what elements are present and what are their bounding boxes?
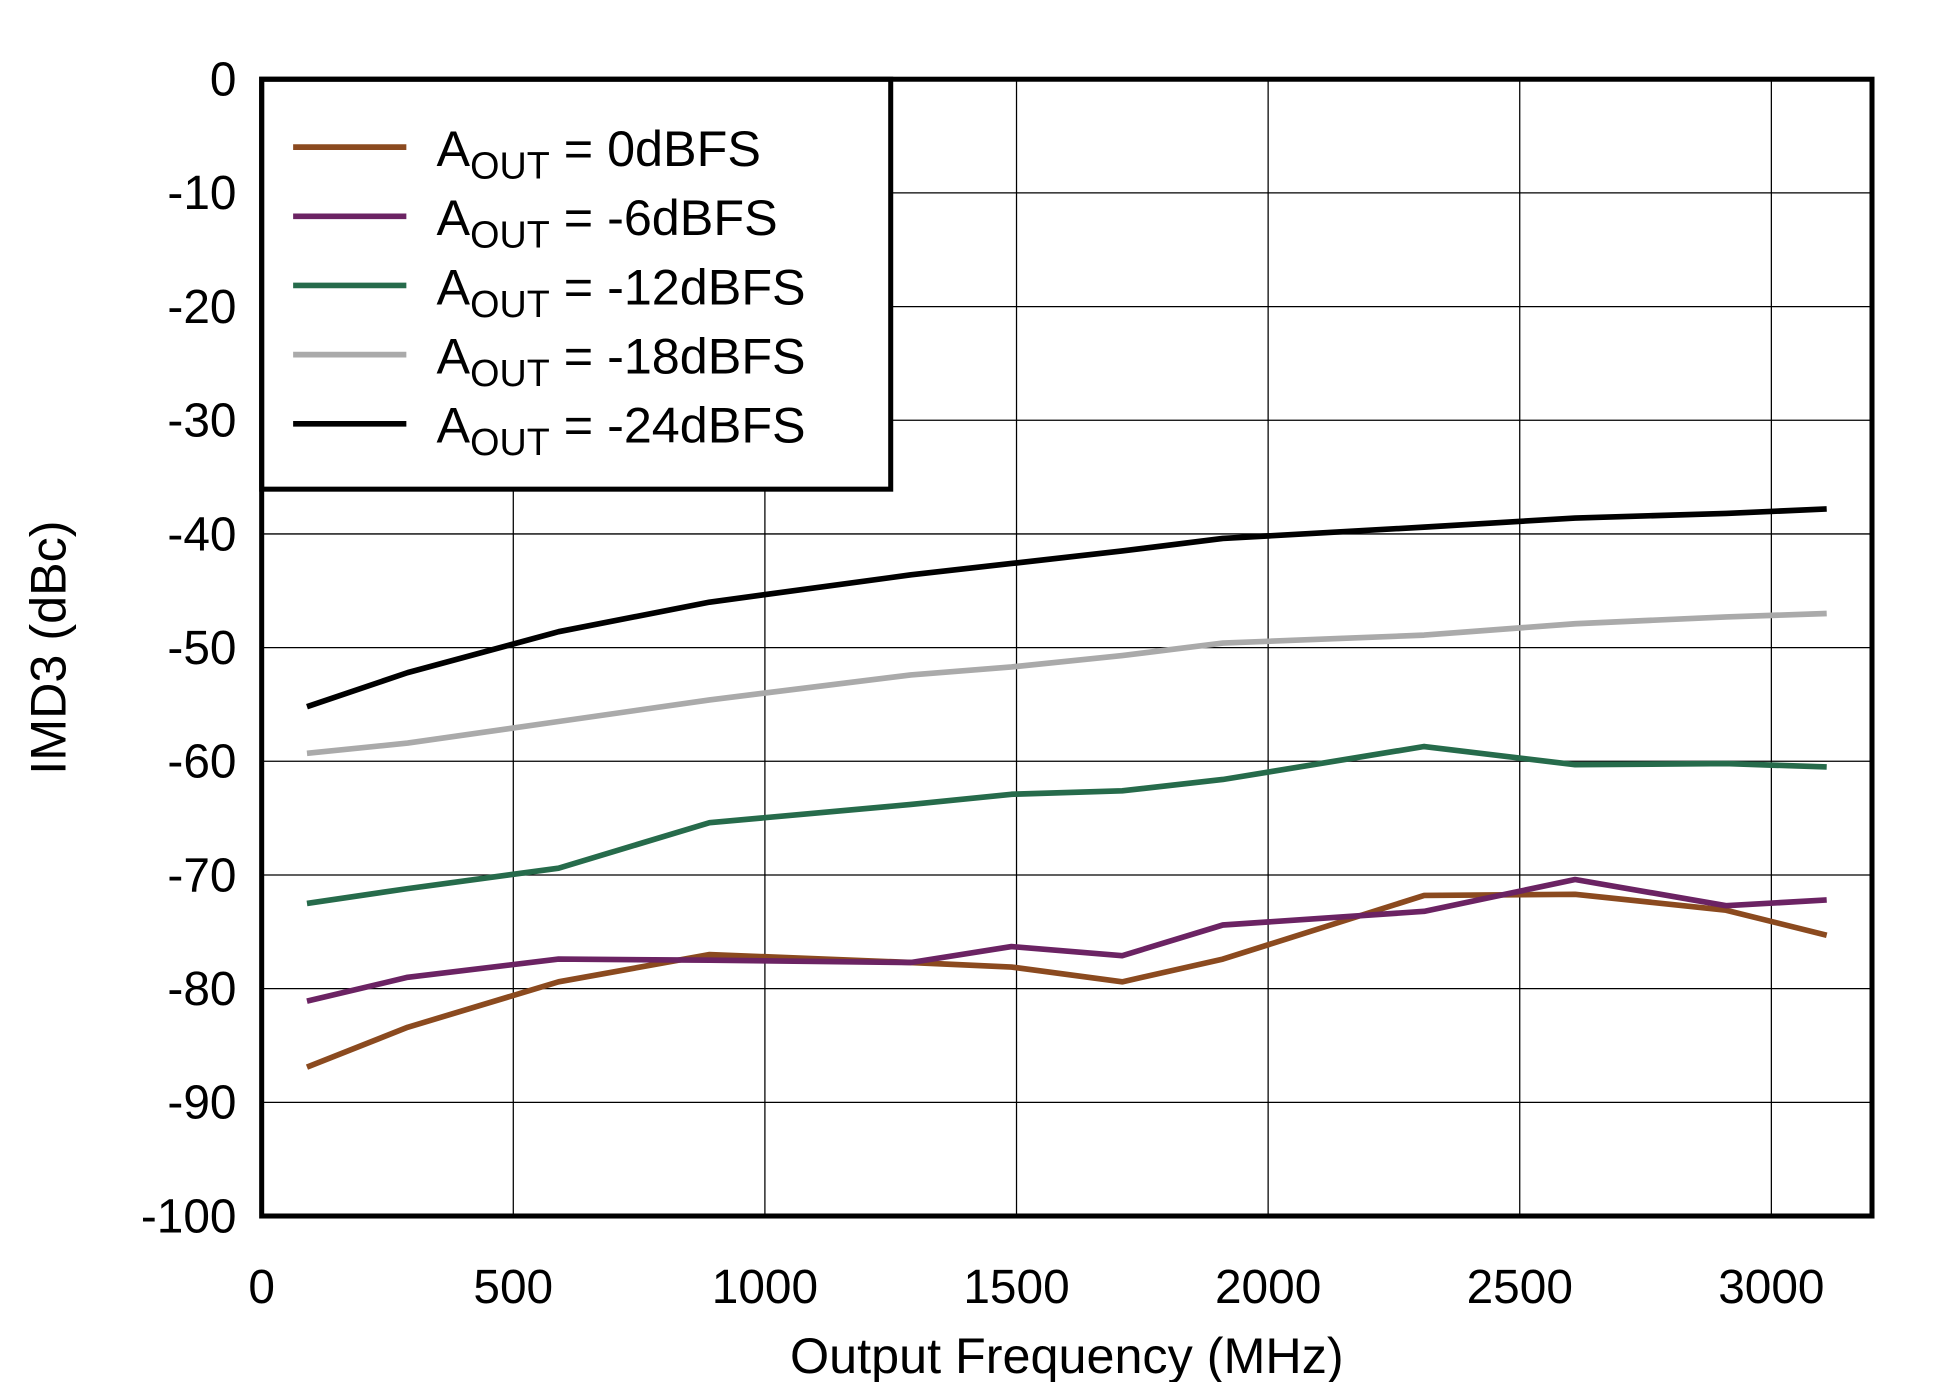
series-line-4	[306, 506, 1827, 710]
legend-entry: AOUT = -12dBFS	[437, 258, 806, 325]
legend-entry: AOUT = -18dBFS	[437, 327, 806, 394]
series-lines	[305, 506, 1828, 1070]
y-tick-label: -100	[141, 1190, 237, 1243]
y-tick-label: -40	[167, 508, 236, 561]
legend-entry: AOUT = -24dBFS	[437, 397, 806, 464]
x-tick-label: 2500	[1467, 1261, 1573, 1314]
y-tick-label: -10	[167, 167, 236, 220]
legend-label-main: A	[437, 397, 471, 454]
legend-label-sub: OUT	[470, 283, 550, 325]
legend-entry: AOUT = -6dBFS	[437, 189, 778, 256]
legend-label-rest: = -12dBFS	[550, 258, 806, 315]
series-line-2	[306, 743, 1827, 907]
legend-label-rest: = -6dBFS	[550, 189, 778, 246]
y-tick-label: -80	[167, 963, 236, 1016]
y-tick-label: -20	[167, 281, 236, 334]
legend-label-main: A	[437, 189, 471, 246]
y-tick-label: -90	[167, 1077, 236, 1130]
x-tick-label: 2000	[1215, 1261, 1321, 1314]
legend-entry: AOUT = 0dBFS	[437, 120, 761, 187]
y-axis-label: IMD3 (dBc)	[19, 520, 76, 774]
x-tick-label: 0	[248, 1261, 275, 1314]
x-tick-label: 1500	[963, 1261, 1069, 1314]
legend-label-main: A	[437, 120, 471, 177]
series-line-3	[306, 610, 1827, 757]
y-tick-label: -60	[167, 736, 236, 789]
legend-label-rest: = -18dBFS	[550, 327, 806, 384]
legend-label-sub: OUT	[470, 421, 550, 463]
plot-frame	[259, 76, 1875, 1219]
y-tick-label: -30	[167, 395, 236, 448]
legend-label-sub: OUT	[470, 352, 550, 394]
series-line-1	[306, 876, 1827, 1004]
legend-label-rest: = 0dBFS	[550, 120, 761, 177]
x-tick-label: 500	[473, 1261, 553, 1314]
x-axis-label: Output Frequency (MHz)	[790, 1327, 1344, 1382]
y-tick-label: -70	[167, 849, 236, 902]
legend-label-sub: OUT	[470, 214, 550, 256]
legend-label-main: A	[437, 258, 471, 315]
series-line-0	[305, 891, 1828, 1070]
y-tick-label: -50	[167, 622, 236, 675]
x-tick-label: 1000	[712, 1261, 818, 1314]
y-tick-label: 0	[210, 54, 237, 107]
tick-labels: 0 500 1000 1500 2000 2500 3000 0 -10 -20 -30 -40 -50…	[141, 54, 1825, 1314]
x-tick-label: 3000	[1718, 1261, 1824, 1314]
legend-label-sub: OUT	[470, 145, 550, 187]
legend-label-rest: = -24dBFS	[550, 397, 806, 454]
legend-label-main: A	[437, 327, 471, 384]
